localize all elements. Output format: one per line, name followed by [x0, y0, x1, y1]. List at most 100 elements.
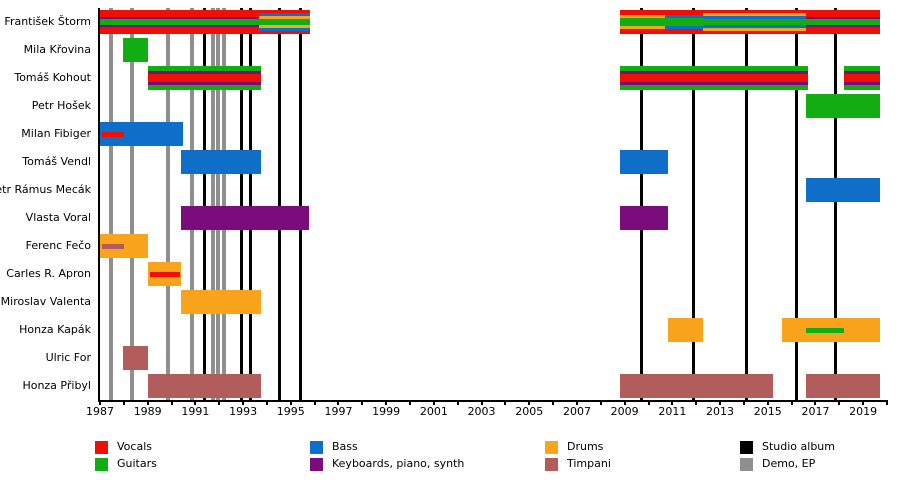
role-stripe-drums [181, 290, 261, 314]
member-label: Milan Fibiger [21, 127, 91, 140]
role-stripe-keyboards [619, 206, 668, 230]
axis-year-label: 2017 [801, 405, 830, 418]
release-line-demo-ep [165, 8, 170, 400]
axis-tick [385, 400, 388, 405]
role-stripe-vocals [100, 27, 259, 34]
role-stripe-guitars [844, 66, 880, 71]
release-line-demo-ep [210, 8, 215, 400]
role-stripe-bass [258, 28, 310, 31]
release-line-studio-album [277, 8, 281, 400]
member-label: František Štorm [4, 15, 91, 28]
axis-year-label: 2015 [753, 405, 782, 418]
legend-entry-bass: Bass [310, 440, 358, 454]
role-stripe-keyboards [844, 71, 880, 74]
axis-tick [719, 400, 722, 405]
member-bar [258, 10, 310, 34]
member-label: Honza Kapák [19, 323, 91, 336]
member-bar [805, 374, 880, 398]
role-stripe-keyboards [100, 25, 259, 27]
role-stripe-bass [665, 15, 704, 18]
legend-swatch-vocals [95, 440, 108, 454]
role-stripe-keyboards [805, 17, 880, 19]
role-stripe-keyboards [619, 82, 809, 85]
release-line-demo-ep [189, 8, 194, 400]
axis-year-label: 2005 [515, 405, 544, 418]
axis-tick [99, 400, 101, 405]
axis-year-label: 2007 [562, 405, 591, 418]
role-stripe-vocals [805, 10, 880, 17]
role-stripe-bass [258, 13, 310, 16]
role-stripe-drums [667, 318, 704, 342]
legend-label: Guitars [117, 457, 157, 470]
role-stripe-timpani [147, 374, 261, 398]
legend-swatch-keyboards [310, 457, 323, 471]
role-overlay-timpani [102, 243, 124, 249]
axis-tick [337, 400, 340, 405]
axis-tick [623, 400, 626, 405]
member-bar [147, 66, 261, 90]
role-overlay-vocals [102, 131, 124, 137]
role-stripe-drums [258, 16, 310, 19]
role-stripe-keyboards [181, 206, 309, 230]
axis-tick [242, 400, 245, 405]
member-label: Ulric For [45, 351, 91, 364]
axis-tick [742, 400, 745, 405]
role-stripe-vocals [703, 31, 806, 34]
role-stripe-drums [619, 26, 666, 29]
member-bar [122, 38, 148, 62]
axis-tick [146, 400, 149, 405]
axis-tick [671, 400, 674, 405]
axis-tick [886, 400, 888, 405]
axis-year-label: 2019 [849, 405, 878, 418]
legend-entry-drums: Drums [545, 440, 603, 454]
role-stripe-guitars [122, 38, 148, 62]
member-bar [122, 346, 148, 370]
legend-entry-vocals: Vocals [95, 440, 152, 454]
axis-tick [647, 400, 650, 405]
role-stripe-guitars [619, 85, 809, 90]
member-bar [667, 318, 704, 342]
legend-label: Keyboards, piano, synth [332, 457, 465, 470]
member-label: Tomáš Kohout [14, 71, 91, 84]
member-bar [805, 10, 880, 34]
role-stripe-vocals [147, 74, 261, 82]
role-stripe-guitars [619, 66, 809, 71]
axis-year-label: 1995 [276, 405, 305, 418]
axis-year-label: 2009 [610, 405, 639, 418]
release-line-demo-ep [216, 8, 221, 400]
legend-swatch-drums [545, 440, 558, 454]
legend-label: Drums [567, 440, 604, 453]
member-bar [181, 290, 261, 314]
release-line-studio-album [745, 8, 749, 400]
axis-year-label: 1997 [324, 405, 353, 418]
legend: Vocals Guitars Bass Keyboards, piano, synth… [0, 436, 900, 480]
release-line-studio-album [640, 8, 644, 400]
legend-label: Bass [332, 440, 358, 453]
member-bar [844, 66, 880, 90]
member-label: Petr Rámus Mecák [0, 183, 91, 196]
axis-tick [552, 400, 555, 405]
role-stripe-bass [619, 150, 668, 174]
legend-swatch-studio [740, 440, 753, 454]
release-line-studio-album [239, 8, 243, 400]
member-labels: František Štorm Mila Křovina Tomáš Kohout P… [0, 8, 95, 400]
axis-tick [766, 400, 769, 405]
role-stripe-vocals [258, 10, 310, 13]
axis-tick [528, 400, 531, 405]
member-bar [703, 10, 806, 34]
plot-area [98, 8, 887, 402]
axis-tick [432, 400, 435, 405]
member-label: Petr Hošek [31, 99, 91, 112]
axis-tick [313, 400, 316, 405]
role-stripe-vocals [619, 74, 809, 82]
role-stripe-guitars [258, 19, 310, 25]
release-line-studio-album [691, 8, 695, 400]
member-bar [805, 94, 880, 118]
axis-year-label: 1991 [181, 405, 210, 418]
member-bar [619, 150, 668, 174]
role-stripe-bass [665, 26, 704, 29]
role-stripe-keyboards [844, 82, 880, 85]
legend-entry-demo: Demo, EP [740, 457, 815, 471]
legend-swatch-guitars [95, 457, 108, 471]
